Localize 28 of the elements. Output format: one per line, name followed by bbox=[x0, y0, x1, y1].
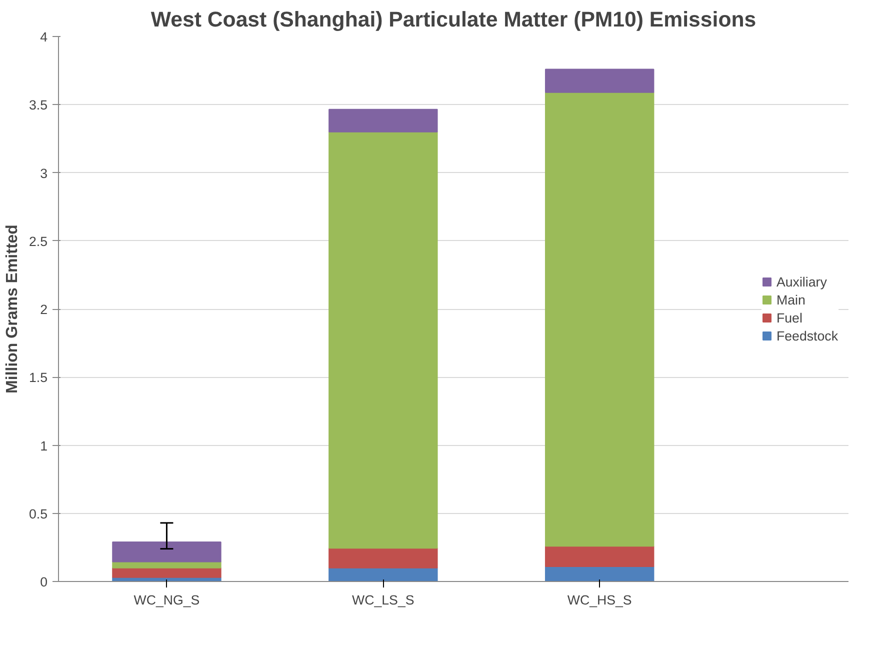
y-tick-label: 3.5 bbox=[28, 98, 48, 113]
bar bbox=[112, 561, 222, 568]
bar bbox=[544, 566, 654, 582]
x-tick-label: WC_LS_S bbox=[352, 592, 414, 608]
legend-label: Feedstock bbox=[776, 328, 838, 343]
chart-title: West Coast (Shanghai) Particulate Matter (PM10) Emissions bbox=[150, 8, 756, 32]
y-tick-label: 3 bbox=[40, 166, 48, 181]
bar bbox=[112, 567, 222, 578]
y-tick-label: 2 bbox=[40, 302, 48, 317]
y-tick-label: 4 bbox=[40, 30, 48, 44]
y-axis-title: Million Grams Emitted bbox=[4, 224, 21, 394]
bar bbox=[328, 548, 438, 568]
legend-label: Fuel bbox=[776, 310, 802, 325]
y-tick-label: 0 bbox=[40, 574, 48, 590]
legend-label: Main bbox=[776, 292, 806, 307]
y-tick-label: 1 bbox=[40, 438, 48, 454]
bar bbox=[544, 92, 654, 547]
legend-label: Auxiliary bbox=[776, 274, 827, 289]
x-tick-label: WC_NG_S bbox=[134, 592, 200, 608]
y-tick-label: 1.5 bbox=[28, 370, 48, 386]
x-tick-label: WC_HS_S bbox=[567, 592, 632, 608]
y-tick-label: 0.5 bbox=[28, 506, 48, 522]
bar bbox=[544, 546, 654, 568]
bar bbox=[328, 131, 438, 549]
bar bbox=[112, 541, 222, 562]
bar bbox=[328, 108, 438, 132]
bar bbox=[544, 68, 654, 93]
y-tick-label: 2.5 bbox=[28, 234, 48, 249]
